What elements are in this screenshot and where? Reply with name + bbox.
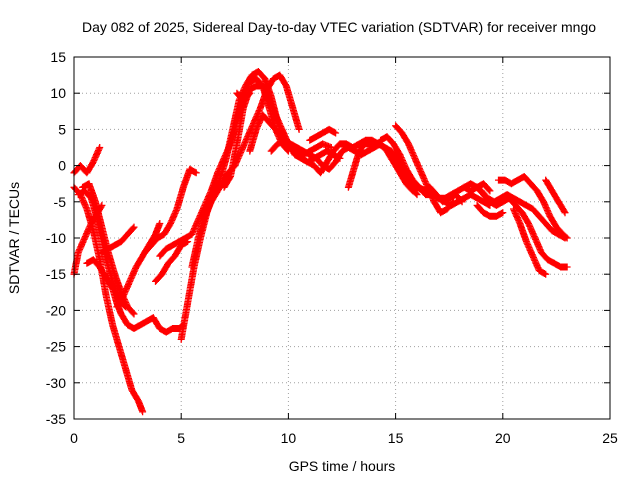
series-track-10 [152,238,192,285]
series-markers [98,223,138,256]
series-markers [542,176,569,217]
chart-title: Day 082 of 2025, Sidereal Day-to-day VTE… [82,19,596,35]
y-tick-label: -35 [46,411,66,427]
series-markers [306,125,340,144]
series-markers [473,201,507,220]
series-markers [510,205,550,278]
x-axis-label: GPS time / hours [289,458,396,474]
series-markers [495,173,571,242]
x-tick-label: 25 [602,430,618,446]
series-track-13 [188,71,303,271]
y-tick-label: -30 [46,375,66,391]
series-markers [83,256,187,336]
grid-lines [74,57,610,419]
series-track-21 [392,122,457,217]
series-track-23 [477,187,569,242]
y-tick-label: -20 [46,302,66,318]
series-track-25 [473,201,507,220]
y-tick-label: 5 [58,121,66,137]
series-track-18 [306,125,340,144]
y-tick-label: -5 [54,194,67,210]
series-track-9 [141,165,200,256]
series-track-26 [510,205,550,278]
series-markers [477,187,569,242]
x-tick-label: 5 [177,430,185,446]
y-tick-label: -10 [46,230,66,246]
series-markers [79,180,138,318]
series-track-5 [79,180,138,318]
series-layer [70,68,571,416]
y-tick-label: 15 [50,49,66,65]
series-markers [233,89,254,104]
x-tick-label: 15 [388,430,404,446]
series-track-15 [233,89,254,104]
series-markers [152,238,192,285]
series-markers [188,71,303,271]
series-track-24 [495,173,571,242]
series-markers [141,165,200,256]
x-tick-label: 20 [495,430,511,446]
y-tick-label: -25 [46,339,66,355]
x-tick-label: 10 [281,430,297,446]
y-tick-label: 10 [50,85,66,101]
y-tick-label: 0 [58,158,66,174]
x-tick-label: 0 [70,430,78,446]
series-track-7 [98,223,138,256]
y-tick-label: -15 [46,266,66,282]
series-track-27 [542,176,569,217]
y-axis-label: SDTVAR / TECUs [6,182,22,294]
series-markers [392,122,457,217]
axis-ticks: 0 5 10 15 20 25 -35 -30 -25 -20 -15 -10 -5 0 5 10 15 [46,49,618,446]
series-track-6 [83,256,187,336]
